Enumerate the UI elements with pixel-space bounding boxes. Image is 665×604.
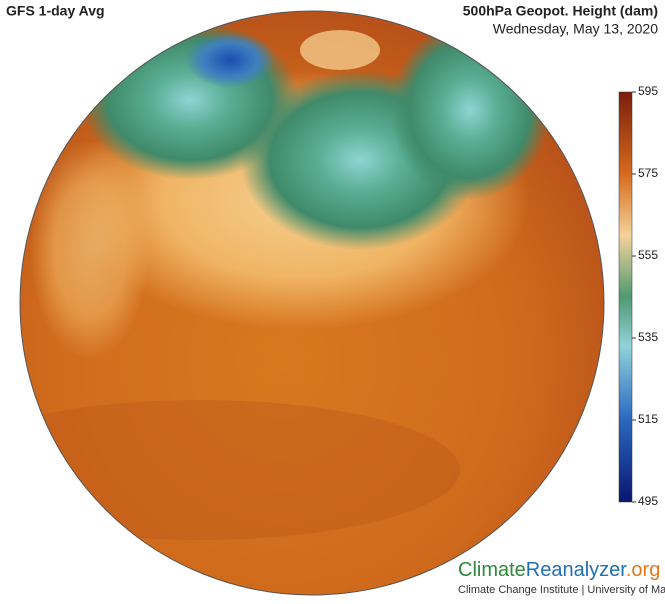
globe-outline — [19, 10, 605, 596]
colorbar-tick-label: 555 — [638, 248, 658, 262]
colorbar-tick-label: 575 — [638, 166, 658, 180]
colorbar-ticks: 595 575 555 535 515 495 — [632, 84, 658, 508]
credit: Climate Change Institute | University of… — [458, 584, 665, 596]
variable: 500hPa Geopot. Height (dam) — [463, 3, 658, 19]
brand: ClimateReanalyzer.org — [458, 559, 660, 581]
colorbar-tick-label: 515 — [638, 412, 658, 426]
brand-part: .org — [626, 559, 660, 581]
colorbar-tick-label: 595 — [638, 84, 658, 98]
colorbar-tick-label: 535 — [638, 330, 658, 344]
brand-part: Climate — [458, 559, 526, 581]
colorbar-tick-label: 495 — [638, 494, 658, 508]
colorbar — [618, 91, 633, 503]
brand-part: Reanalyzer — [526, 559, 628, 581]
title: GFS 1-day Avg — [6, 3, 105, 19]
globe — [20, 11, 604, 595]
date: Wednesday, May 13, 2020 — [493, 21, 658, 37]
